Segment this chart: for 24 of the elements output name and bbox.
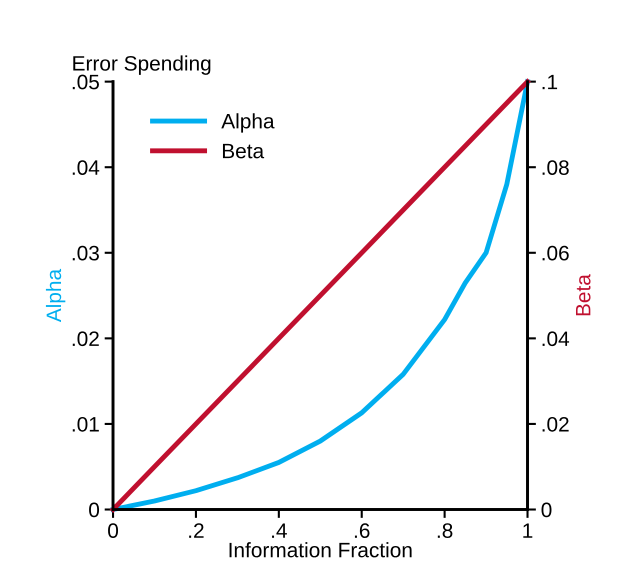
y2-tick-label: .04	[542, 331, 570, 346]
x-tick-label: 0	[108, 523, 118, 538]
x-axis-title: Information Fraction	[230, 542, 412, 558]
x-tick-label: .8	[438, 523, 452, 538]
legend-label: Beta	[222, 144, 264, 158]
x-tick-label: .6	[354, 523, 370, 538]
y-tick-label: 0	[89, 502, 100, 518]
y2-tick-label: .06	[542, 246, 569, 261]
y2-tick-label: .02	[542, 416, 569, 432]
y2-tick-label: .08	[542, 160, 569, 175]
legend-label: Alpha	[221, 113, 275, 133]
y-tick-label: .05	[72, 74, 99, 90]
y-tick-label: .04	[72, 160, 100, 175]
y2-axis-title: Beta	[576, 274, 591, 316]
x-tick-label: .4	[272, 523, 287, 538]
x-tick-label: .2	[189, 523, 204, 538]
chart-title: Error Spending	[73, 55, 210, 75]
y2-tick-label: .1	[542, 74, 558, 90]
y-tick-label: .03	[72, 246, 99, 261]
x-tick-label: 1	[523, 523, 532, 538]
y-tick-label: .01	[72, 416, 99, 432]
y2-tick-label: 0	[542, 502, 552, 518]
y-tick-label: .02	[72, 331, 99, 346]
y-axis-title: Alpha	[46, 268, 66, 322]
